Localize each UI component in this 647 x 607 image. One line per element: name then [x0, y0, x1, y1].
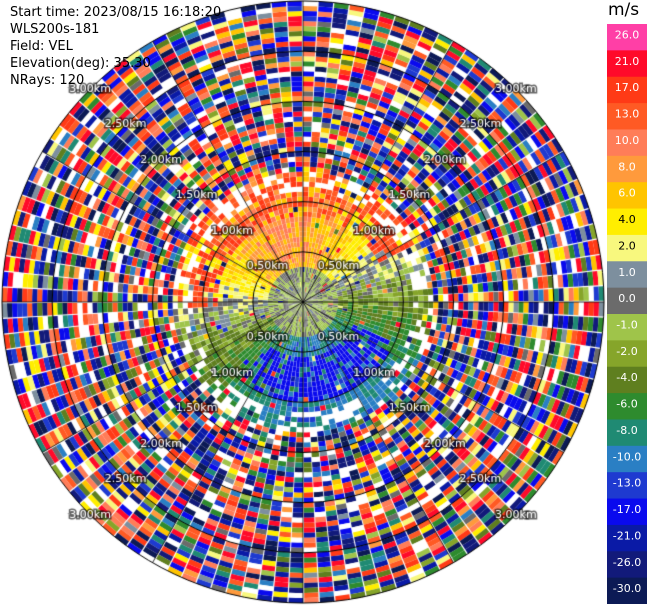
start-time-label: Start time: 2023/08/15 16:18:20 [10, 5, 222, 20]
colorbar-unit: m/s [608, 0, 640, 20]
colorbar-tick-label: -2.0 [616, 345, 637, 358]
colorbar-tick-label: 0.0 [618, 292, 636, 305]
colorbar-swatch [607, 103, 647, 130]
colorbar-tick-label: 4.0 [618, 213, 636, 226]
colorbar-tick-label: 21.0 [615, 55, 640, 68]
instrument-label: WLS200s-181 [10, 22, 100, 37]
colorbar-swatch [607, 577, 647, 604]
colorbar-tick-label: -13.0 [613, 477, 641, 490]
colorbar-tick-label: -21.0 [613, 529, 641, 542]
colorbar-swatch [607, 393, 647, 420]
colorbar-tick-label: 8.0 [618, 160, 636, 173]
elevation-label: Elevation(deg): 35.30 [10, 56, 151, 71]
colorbar-tick-label: 6.0 [618, 187, 636, 200]
colorbar-tick-label: 2.0 [618, 239, 636, 252]
colorbar-swatch [607, 24, 647, 51]
nrays-label: NRays: 120 [10, 73, 85, 88]
colorbar-tick-label: -1.0 [616, 319, 637, 332]
colorbar-tick-label: 10.0 [615, 134, 640, 147]
colorbar-swatch [607, 155, 647, 183]
colorbar-swatch [607, 76, 647, 104]
colorbar-tick-label: -30.0 [613, 582, 641, 595]
colorbar-tick-label: -17.0 [613, 503, 641, 516]
colorbar-swatch [607, 182, 647, 210]
colorbar: 26.0 21.0 17.0 13.0 10.0 8.0 6.0 4.0 2.0 1.0 0.0 -1… [607, 24, 647, 604]
colorbar-swatch [607, 472, 647, 500]
colorbar-swatch [607, 129, 647, 157]
colorbar-swatch [607, 208, 647, 236]
colorbar-swatch [607, 419, 647, 447]
colorbar-swatch [607, 551, 647, 579]
colorbar-tick-label: 1.0 [618, 266, 636, 279]
colorbar-swatch [607, 50, 647, 78]
colorbar-swatch [607, 234, 647, 262]
colorbar-tick-label: -6.0 [616, 398, 637, 411]
colorbar-swatch [607, 261, 647, 289]
colorbar-tick-label: -26.0 [613, 556, 641, 569]
colorbar-tick-label: 13.0 [615, 108, 640, 121]
colorbar-tick-label: 26.0 [615, 29, 640, 42]
colorbar-swatch [607, 524, 647, 552]
colorbar-tick-label: -4.0 [616, 371, 637, 384]
colorbar-swatch [607, 340, 647, 368]
header-info: Start time: 2023/08/15 16:18:20 WLS200s-… [10, 4, 221, 89]
colorbar-swatch [607, 366, 647, 394]
colorbar-swatch [607, 498, 647, 526]
colorbar-swatch [607, 287, 647, 315]
colorbar-swatch [607, 314, 647, 341]
colorbar-tick-label: 17.0 [615, 81, 640, 94]
colorbar-tick-label: -10.0 [613, 450, 641, 463]
colorbar-swatch [607, 445, 647, 473]
field-label: Field: VEL [10, 39, 73, 54]
colorbar-tick-label: -8.0 [616, 424, 637, 437]
